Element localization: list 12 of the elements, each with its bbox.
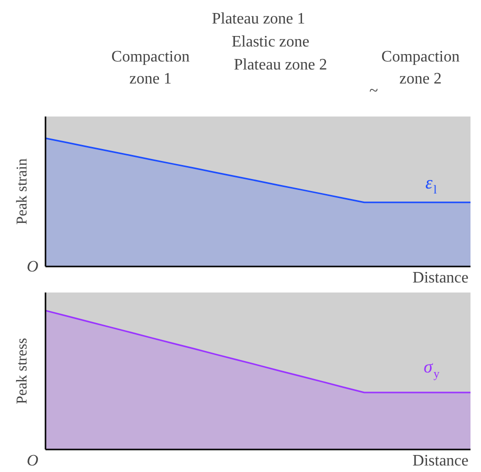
y-axis-title: Peak strain	[14, 158, 30, 225]
text: Plateau zone 1	[212, 10, 306, 28]
text: Compaction zone 1	[111, 48, 190, 88]
text: Compaction zone 2	[381, 48, 460, 88]
text: O	[26, 452, 39, 470]
y-axis-title: Peak stress	[14, 338, 30, 404]
text: Elastic zone	[232, 34, 310, 50]
x-axis-title: Distance	[412, 452, 469, 470]
text: O	[26, 258, 39, 276]
text: ~	[369, 82, 378, 100]
text: Plateau zone 2	[234, 56, 328, 74]
x-axis-title: Distance	[412, 270, 469, 286]
